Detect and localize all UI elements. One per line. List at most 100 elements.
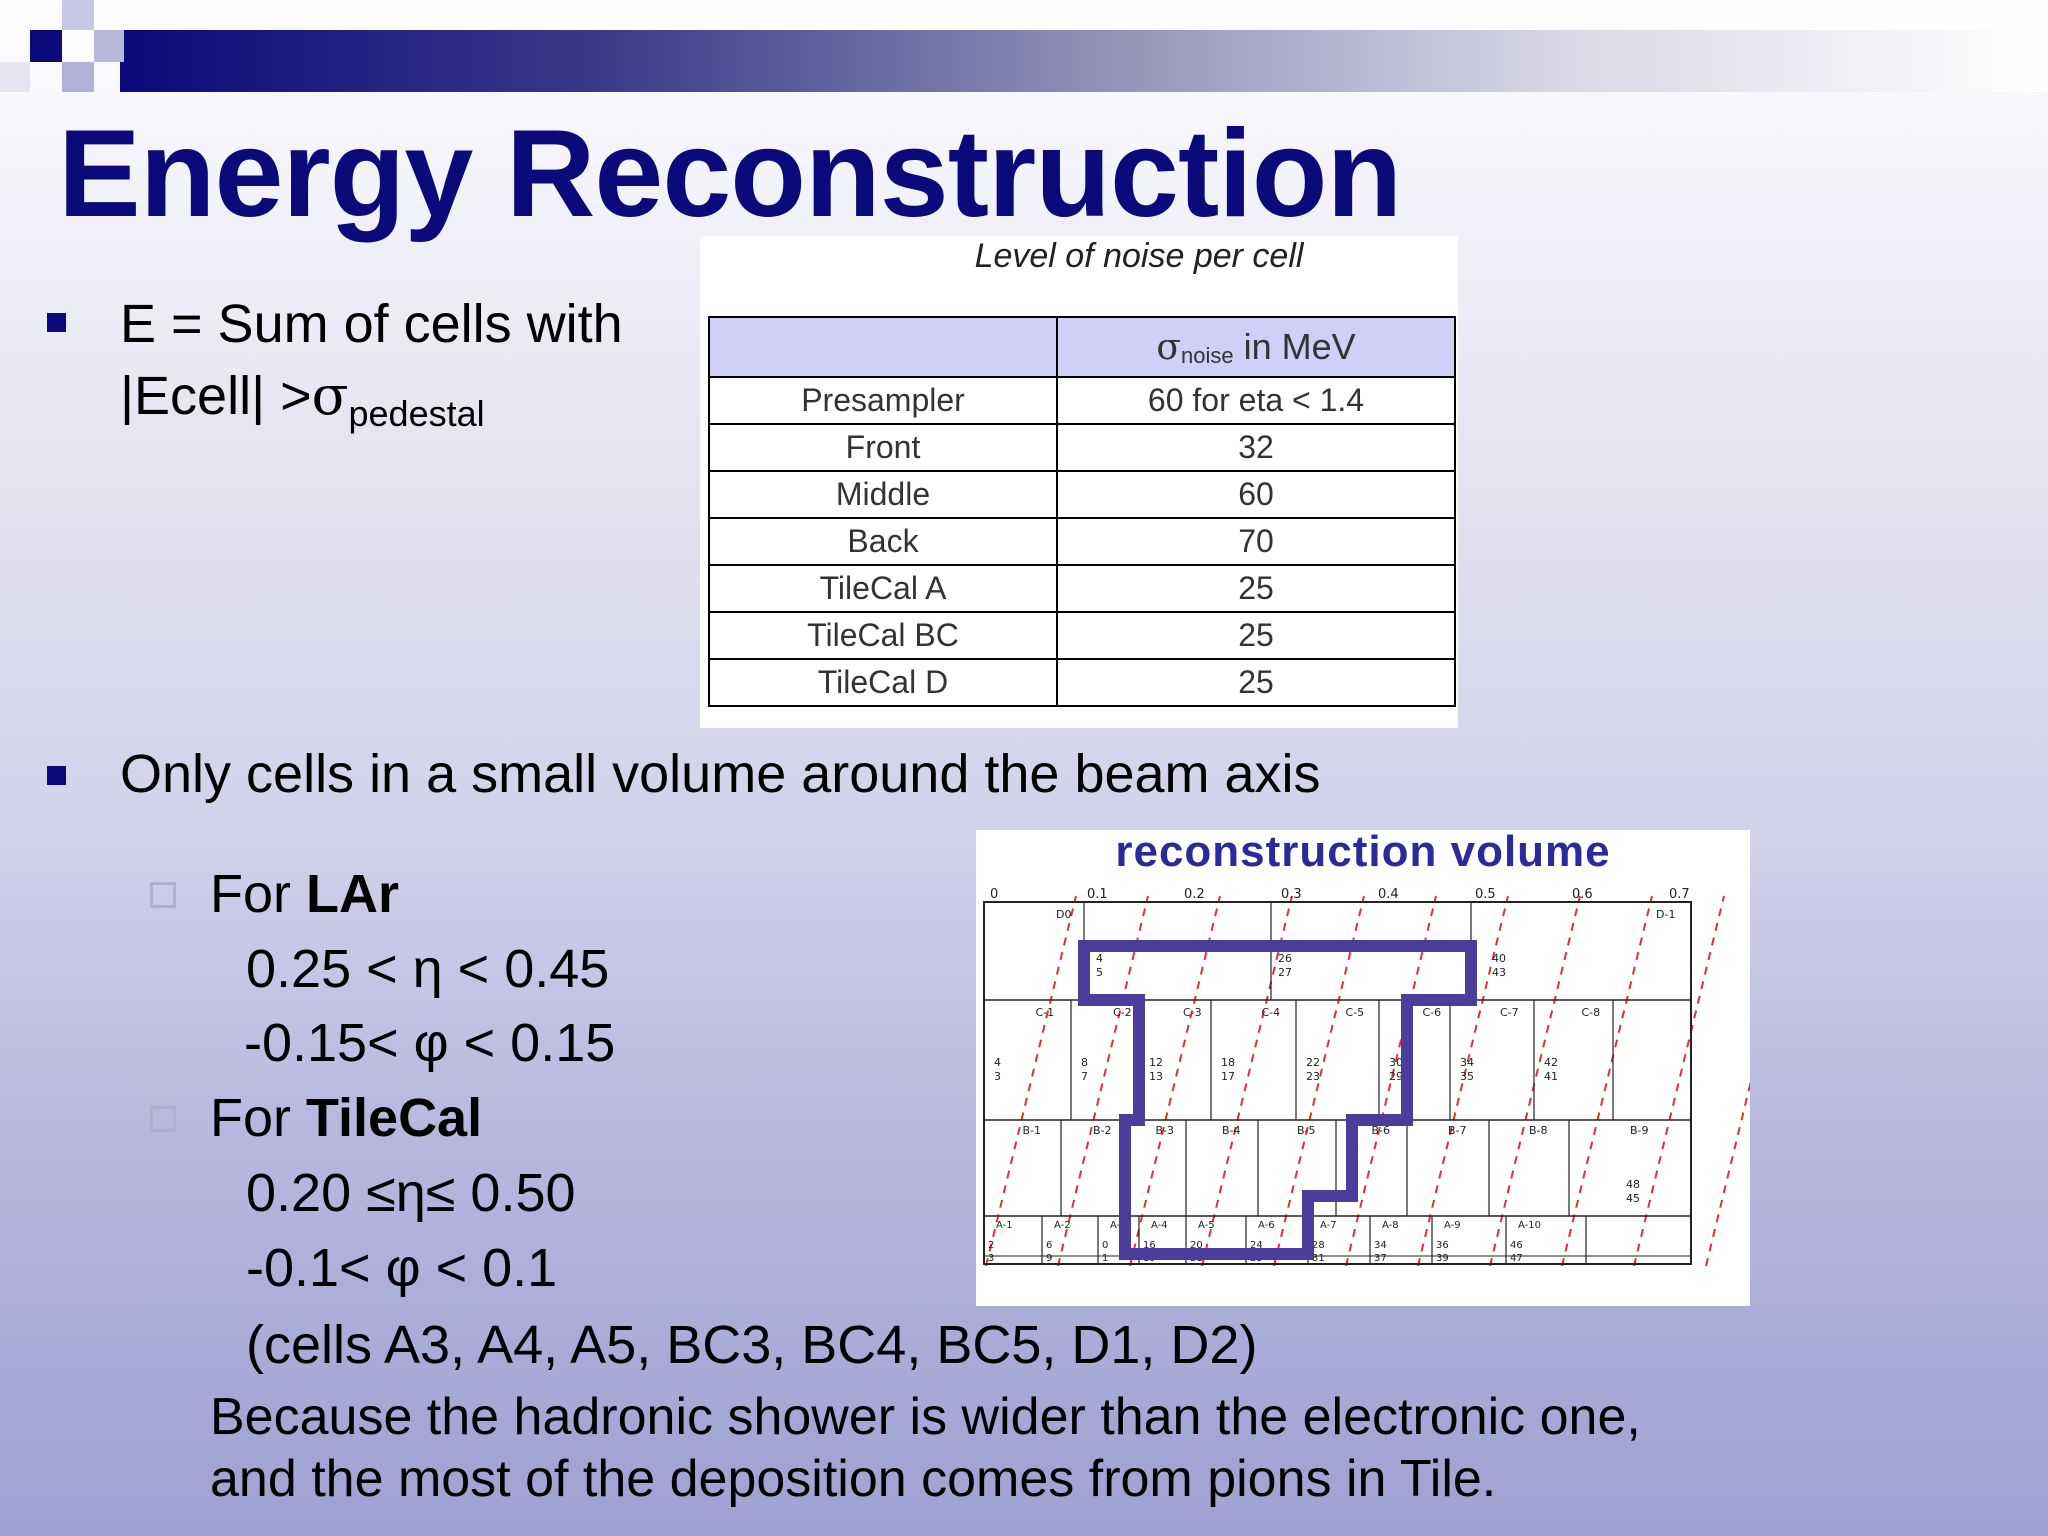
table-cell-layer: Presampler bbox=[708, 376, 1058, 425]
cell-number-c: 41 bbox=[1544, 1070, 1558, 1083]
cell-label-a: A-3 bbox=[1110, 1220, 1127, 1231]
cell-number-a: 34 bbox=[1374, 1240, 1387, 1251]
cell-label-a: A-6 bbox=[1258, 1220, 1275, 1231]
eta-tick-labels: 0 0.1 0.2 0.3 0.4 0.5 0.6 0.7 bbox=[990, 887, 1690, 902]
decor-square bbox=[94, 30, 124, 62]
table-cell-value: 70 bbox=[1056, 517, 1456, 566]
conclusion-paragraph: Because the hadronic shower is wider tha… bbox=[210, 1386, 1641, 1510]
pedestal-subscript: pedestal bbox=[348, 393, 485, 434]
decor-square bbox=[0, 62, 30, 92]
noise-table: σnoise in MeV Presampler 60 for eta < 1.4… bbox=[708, 316, 1456, 707]
cell-number-b: 45 bbox=[1626, 1192, 1640, 1205]
table-row: Presampler 60 for eta < 1.4 bbox=[708, 376, 1456, 425]
eta-dashed-line bbox=[1345, 895, 1437, 1267]
diagram-frame bbox=[983, 901, 1692, 1265]
cell-label-c: C-7 bbox=[1500, 1006, 1519, 1019]
cell-label-d: D0 bbox=[1056, 908, 1071, 921]
decor-square bbox=[30, 30, 62, 62]
noise-table-caption: Level of noise per cell bbox=[974, 237, 1304, 275]
cell-label-b: B-1 bbox=[1023, 1124, 1042, 1137]
table-row: TileCal A 25 bbox=[708, 564, 1456, 613]
cell-number-c: 34 bbox=[1460, 1056, 1474, 1069]
cell-number-a: 31 bbox=[1312, 1253, 1325, 1264]
cell-number-d: 40 bbox=[1492, 952, 1506, 965]
eta-dashed-line bbox=[985, 895, 1077, 1267]
eta-tick-label: 0.6 bbox=[1572, 887, 1593, 902]
cell-number-c: 4 bbox=[994, 1056, 1001, 1069]
eta-tick-label: 0.2 bbox=[1184, 887, 1205, 902]
cell-label-a: A-1 bbox=[996, 1220, 1013, 1231]
cell-number-c: 7 bbox=[1081, 1070, 1088, 1083]
cell-number-c: 13 bbox=[1149, 1070, 1163, 1083]
cell-number-c: 8 bbox=[1081, 1056, 1088, 1069]
eta-tick-label: 0 bbox=[990, 887, 998, 902]
calorimeter-cell-diagram: 0 0.1 0.2 0.3 0.4 0.5 0.6 0.7 D0 D-14526274043C-… bbox=[983, 887, 1750, 1267]
table-cell-value: 32 bbox=[1056, 423, 1456, 472]
cell-label-a: A-9 bbox=[1444, 1220, 1461, 1231]
cell-number-b: 48 bbox=[1626, 1178, 1640, 1191]
cell-label-b: B-4 bbox=[1222, 1124, 1241, 1137]
table-row: Middle 60 bbox=[708, 470, 1456, 519]
cell-label-b: B-2 bbox=[1093, 1124, 1112, 1137]
cell-number-d: 26 bbox=[1278, 952, 1292, 965]
eta-tick-label: 0.4 bbox=[1378, 887, 1399, 902]
diagram-title: reconstruction volume bbox=[1115, 827, 1611, 876]
eta-tick-label: 0.5 bbox=[1475, 887, 1496, 902]
table-cell-layer: Back bbox=[708, 517, 1058, 566]
conclusion-line: Because the hadronic shower is wider tha… bbox=[210, 1388, 1641, 1446]
tilecal-heading-prefix: For bbox=[210, 1088, 307, 1148]
cell-number-a: 9 bbox=[1046, 1253, 1052, 1264]
table-cell-value: 60 bbox=[1056, 470, 1456, 519]
cell-label-a: A-4 bbox=[1151, 1220, 1168, 1231]
tilecal-cells: (cells A3, A4, A5, BC3, BC4, BC5, D1, D2… bbox=[246, 1315, 1258, 1375]
cell-number-a: 47 bbox=[1510, 1253, 1523, 1264]
cell-label-c: C-6 bbox=[1423, 1006, 1442, 1019]
bullet-energy-sum: E = Sum of cells with |Ecell| >σpedestal bbox=[120, 288, 623, 450]
table-cell-layer: TileCal A bbox=[708, 564, 1058, 613]
bullet-line: E = Sum of cells with bbox=[120, 294, 623, 354]
lar-heading-bold: LAr bbox=[306, 864, 400, 924]
cell-number-a: 6 bbox=[1046, 1240, 1052, 1251]
cell-number-a: 0 bbox=[1102, 1240, 1108, 1251]
cell-label-a: A-2 bbox=[1054, 1220, 1071, 1231]
table-cell-value: 60 for eta < 1.4 bbox=[1056, 376, 1456, 425]
table-row: TileCal BC 25 bbox=[708, 611, 1456, 660]
eta-tick-label: 0.3 bbox=[1281, 887, 1302, 902]
cell-label-d: D-1 bbox=[1656, 908, 1675, 921]
lar-heading: For LAr bbox=[210, 859, 399, 929]
cell-label-c: C-4 bbox=[1262, 1006, 1281, 1019]
eta-dashed-line bbox=[1633, 895, 1725, 1267]
eta-tick-label: 0.7 bbox=[1669, 887, 1690, 902]
cell-label-a: A-10 bbox=[1518, 1220, 1541, 1231]
eta-dashed-line bbox=[1417, 895, 1509, 1267]
cell-number-d: 5 bbox=[1096, 966, 1103, 979]
cell-number-c: 42 bbox=[1544, 1056, 1558, 1069]
tilecal-heading-bold: TileCal bbox=[306, 1088, 483, 1148]
eta-dashed-line bbox=[1561, 895, 1653, 1267]
cell-number-a: 46 bbox=[1510, 1240, 1523, 1251]
cell-number-c: 3 bbox=[994, 1070, 1001, 1083]
table-cell-layer: TileCal BC bbox=[708, 611, 1058, 660]
cell-number-a: 24 bbox=[1250, 1240, 1263, 1251]
cell-number-c: 22 bbox=[1306, 1056, 1320, 1069]
lar-eta-range: 0.25 < η < 0.45 bbox=[246, 939, 610, 999]
cell-number-c: 30 bbox=[1389, 1056, 1403, 1069]
cell-label-a: A-8 bbox=[1382, 1220, 1399, 1231]
cell-number-c: 12 bbox=[1149, 1056, 1163, 1069]
eta-dashed-line bbox=[1129, 895, 1221, 1267]
reconstruction-volume-outline bbox=[1078, 940, 1477, 1260]
tilecal-phi-range: -0.1< φ < 0.1 bbox=[246, 1238, 558, 1298]
cell-number-c: 18 bbox=[1221, 1056, 1235, 1069]
sigma-symbol: σ bbox=[1156, 326, 1181, 368]
eta-tick-label: 0.1 bbox=[1087, 887, 1108, 902]
table-cell-value: 25 bbox=[1056, 611, 1456, 660]
tilecal-eta-range: 0.20 ≤η≤ 0.50 bbox=[246, 1163, 576, 1223]
cell-number-a: 37 bbox=[1374, 1253, 1387, 1264]
noise-subscript: noise bbox=[1180, 342, 1234, 368]
bullet-marker bbox=[47, 313, 66, 332]
table-header-row: σnoise in MeV bbox=[708, 316, 1456, 378]
eta-dashed-line bbox=[1705, 1080, 1750, 1267]
table-cell-value: 25 bbox=[1056, 564, 1456, 613]
bullet-line: |Ecell| >σpedestal bbox=[120, 360, 623, 450]
